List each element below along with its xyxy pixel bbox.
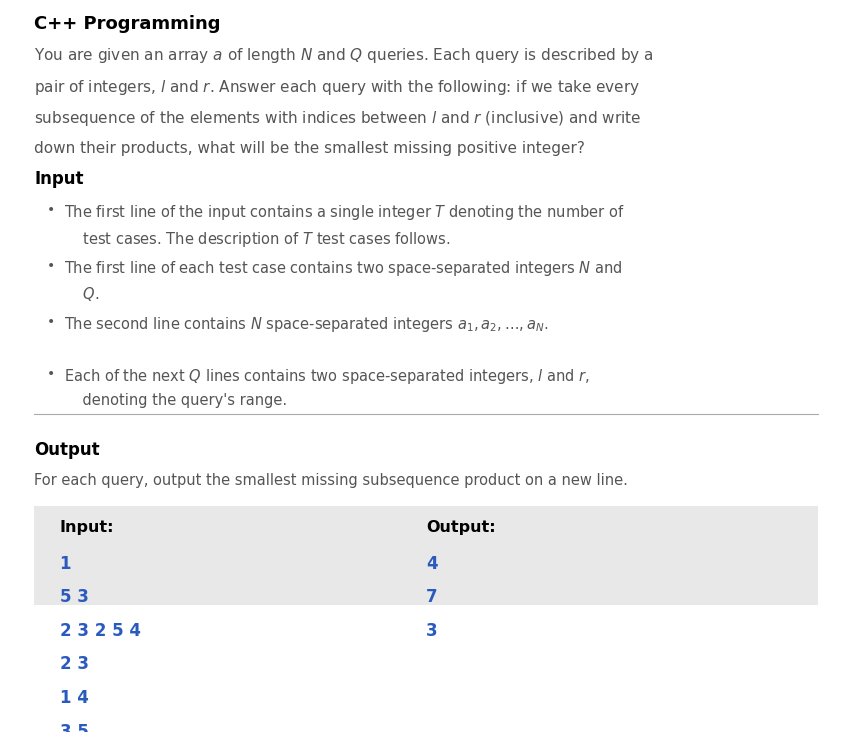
Text: Output:: Output: <box>426 520 496 535</box>
Text: Each of the next $Q$ lines contains two space-separated integers, $l$ and $r$,: Each of the next $Q$ lines contains two … <box>64 367 590 386</box>
Text: 5 3: 5 3 <box>60 589 89 606</box>
Text: •: • <box>47 259 55 273</box>
Text: denoting the query's range.: denoting the query's range. <box>64 393 287 408</box>
Text: •: • <box>47 315 55 329</box>
Text: pair of integers, $l$ and $r$. Answer each query with the following: if we take : pair of integers, $l$ and $r$. Answer ea… <box>34 78 640 97</box>
Text: 7: 7 <box>426 589 438 606</box>
Text: The first line of each test case contains two space-separated integers $N$ and: The first line of each test case contain… <box>64 259 623 278</box>
Text: You are given an array $a$ of length $N$ and $Q$ queries. Each query is describe: You are given an array $a$ of length $N$… <box>34 46 653 65</box>
Text: C++ Programming: C++ Programming <box>34 15 221 33</box>
Text: 1: 1 <box>60 555 71 572</box>
Text: $Q$.: $Q$. <box>64 285 99 303</box>
Text: Output: Output <box>34 441 100 459</box>
Text: 2 3 2 5 4: 2 3 2 5 4 <box>60 622 141 640</box>
Text: Input:: Input: <box>60 520 114 535</box>
Text: subsequence of the elements with indices between $l$ and $r$ (inclusive) and wri: subsequence of the elements with indices… <box>34 109 642 128</box>
Text: 2 3: 2 3 <box>60 655 89 673</box>
Text: For each query, output the smallest missing subsequence product on a new line.: For each query, output the smallest miss… <box>34 473 628 488</box>
Text: test cases. The description of $T$ test cases follows.: test cases. The description of $T$ test … <box>64 230 451 249</box>
Text: •: • <box>47 367 55 381</box>
Text: 4: 4 <box>426 555 438 572</box>
Text: •: • <box>47 203 55 217</box>
Text: 1 4: 1 4 <box>60 689 89 707</box>
Text: The second line contains $N$ space-separated integers $a_1, a_2, \ldots, a_N$.: The second line contains $N$ space-separ… <box>64 315 548 334</box>
Text: Input: Input <box>34 170 83 188</box>
Text: 3 5: 3 5 <box>60 722 89 732</box>
Text: The first line of the input contains a single integer $T$ denoting the number of: The first line of the input contains a s… <box>64 203 625 223</box>
Text: 3: 3 <box>426 622 438 640</box>
Text: down their products, what will be the smallest missing positive integer?: down their products, what will be the sm… <box>34 141 585 156</box>
FancyBboxPatch shape <box>34 507 818 605</box>
